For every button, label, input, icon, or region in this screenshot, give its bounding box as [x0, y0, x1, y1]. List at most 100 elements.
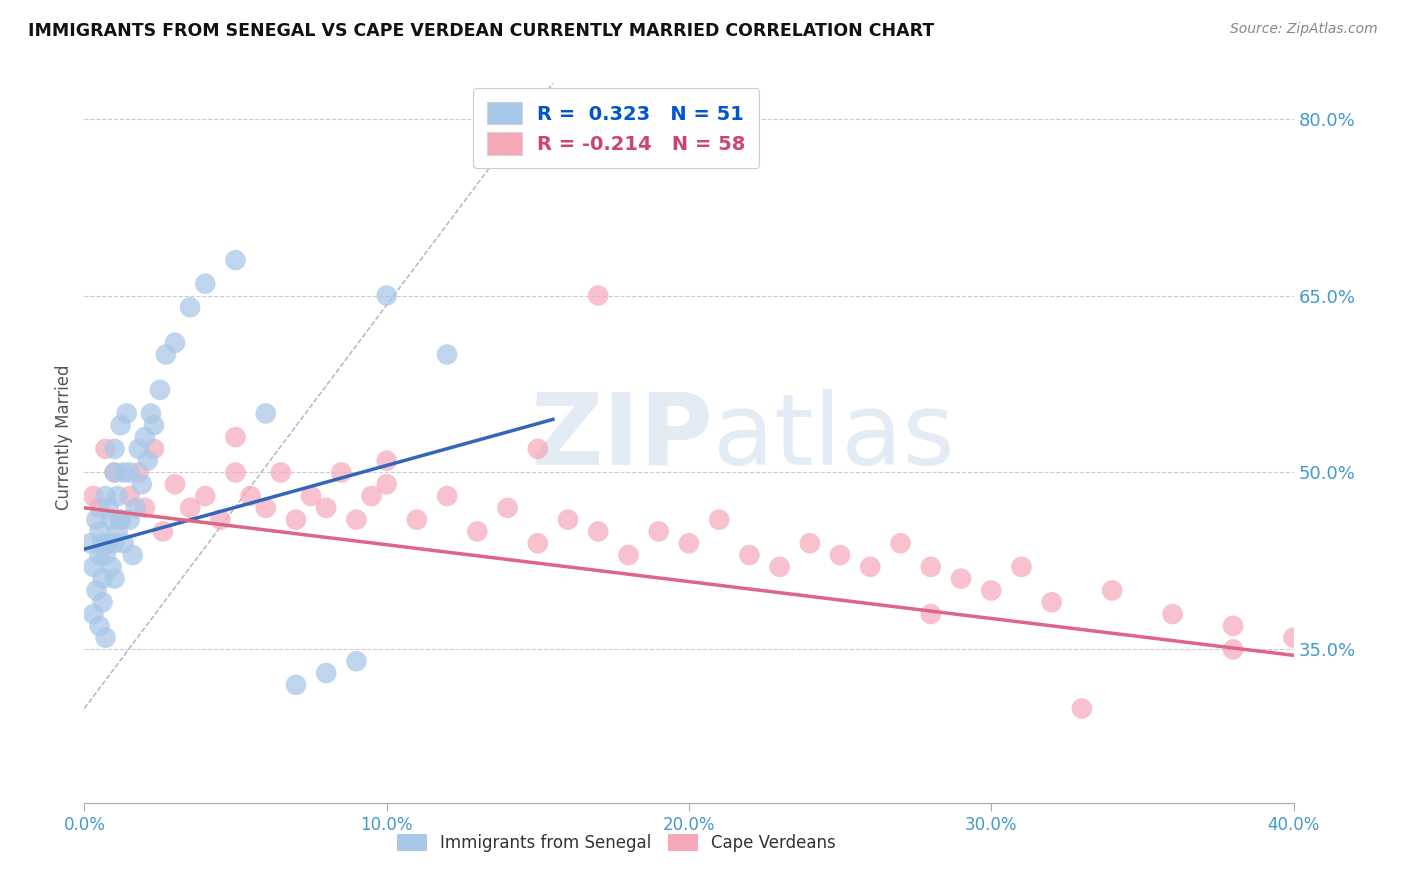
- Point: [110, 513, 132, 527]
- Point: [100, 513, 122, 527]
- Point: [254, 500, 277, 515]
- Point: [86, 513, 108, 527]
- Text: IMMIGRANTS FROM SENEGAL VS CAPE VERDEAN CURRENTLY MARRIED CORRELATION CHART: IMMIGRANTS FROM SENEGAL VS CAPE VERDEAN …: [28, 22, 935, 40]
- Point: [346, 654, 368, 668]
- Point: [82, 607, 104, 621]
- Point: [648, 524, 671, 539]
- Point: [346, 513, 368, 527]
- Point: [142, 418, 165, 433]
- Point: [225, 430, 247, 444]
- Point: [104, 572, 127, 586]
- Point: [104, 536, 127, 550]
- Point: [920, 559, 942, 574]
- Point: [315, 500, 337, 515]
- Point: [107, 489, 129, 503]
- Point: [104, 466, 127, 480]
- Point: [136, 453, 159, 467]
- Point: [375, 477, 398, 491]
- Point: [194, 277, 217, 291]
- Text: Source: ZipAtlas.com: Source: ZipAtlas.com: [1230, 22, 1378, 37]
- Point: [1282, 631, 1305, 645]
- Point: [496, 500, 519, 515]
- Point: [1040, 595, 1063, 609]
- Point: [254, 407, 277, 421]
- Point: [1071, 701, 1094, 715]
- Point: [299, 489, 322, 503]
- Point: [118, 489, 141, 503]
- Point: [315, 666, 337, 681]
- Point: [859, 559, 882, 574]
- Point: [115, 407, 138, 421]
- Y-axis label: Currently Married: Currently Married: [55, 364, 73, 510]
- Point: [118, 466, 141, 480]
- Point: [588, 288, 610, 302]
- Point: [104, 466, 127, 480]
- Point: [179, 500, 201, 515]
- Point: [1101, 583, 1123, 598]
- Legend: Immigrants from Senegal, Cape Verdeans: Immigrants from Senegal, Cape Verdeans: [388, 825, 845, 860]
- Text: ZIP: ZIP: [530, 389, 713, 485]
- Point: [285, 513, 308, 527]
- Point: [142, 442, 165, 456]
- Point: [406, 513, 429, 527]
- Point: [890, 536, 912, 550]
- Point: [709, 513, 731, 527]
- Point: [149, 383, 172, 397]
- Point: [588, 524, 610, 539]
- Point: [118, 513, 141, 527]
- Point: [225, 466, 247, 480]
- Point: [678, 536, 700, 550]
- Point: [79, 536, 101, 550]
- Point: [128, 466, 150, 480]
- Point: [527, 442, 550, 456]
- Point: [152, 524, 174, 539]
- Point: [91, 536, 114, 550]
- Point: [950, 572, 973, 586]
- Point: [128, 442, 150, 456]
- Point: [830, 548, 852, 562]
- Point: [527, 536, 550, 550]
- Point: [94, 631, 117, 645]
- Point: [920, 607, 942, 621]
- Point: [1222, 642, 1244, 657]
- Point: [1222, 619, 1244, 633]
- Point: [360, 489, 382, 503]
- Point: [285, 678, 308, 692]
- Point: [179, 301, 201, 315]
- Point: [799, 536, 821, 550]
- Point: [139, 407, 162, 421]
- Point: [110, 418, 132, 433]
- Point: [112, 466, 135, 480]
- Point: [165, 335, 187, 350]
- Point: [89, 548, 111, 562]
- Point: [194, 489, 217, 503]
- Point: [209, 513, 232, 527]
- Point: [89, 619, 111, 633]
- Point: [1161, 607, 1184, 621]
- Point: [1011, 559, 1033, 574]
- Point: [89, 524, 111, 539]
- Point: [97, 500, 120, 515]
- Point: [110, 513, 132, 527]
- Point: [82, 489, 104, 503]
- Point: [91, 595, 114, 609]
- Point: [131, 477, 153, 491]
- Point: [738, 548, 761, 562]
- Point: [270, 466, 292, 480]
- Point: [239, 489, 262, 503]
- Point: [82, 559, 104, 574]
- Point: [225, 253, 247, 268]
- Point: [125, 500, 148, 515]
- Point: [769, 559, 792, 574]
- Point: [100, 559, 122, 574]
- Point: [557, 513, 579, 527]
- Point: [980, 583, 1002, 598]
- Point: [86, 583, 108, 598]
- Point: [121, 548, 143, 562]
- Point: [94, 548, 117, 562]
- Point: [91, 572, 114, 586]
- Point: [94, 489, 117, 503]
- Point: [375, 288, 398, 302]
- Point: [155, 347, 177, 361]
- Point: [97, 536, 120, 550]
